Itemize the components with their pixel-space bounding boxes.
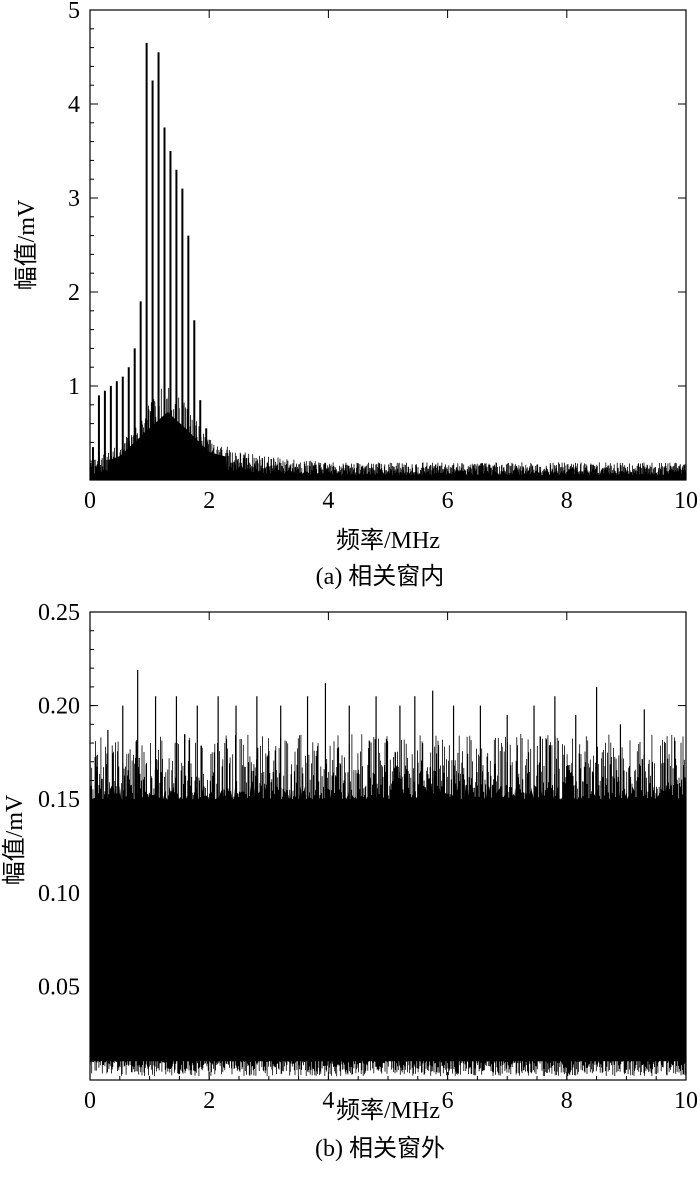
chart-a-y-tick-label: 1 bbox=[68, 374, 80, 400]
chart-b-caption: (b) 相关窗外 bbox=[315, 1135, 445, 1162]
chart-b-y-tick-label: 0.20 bbox=[38, 694, 80, 720]
chart-a-x-tick-label: 10 bbox=[674, 488, 698, 514]
chart-a-x-tick-label: 4 bbox=[322, 488, 334, 514]
chart-a-y-tick-label: 3 bbox=[68, 186, 80, 212]
chart-a-caption: (a) 相关窗内 bbox=[316, 563, 445, 590]
chart-b-y-tick-label: 0.25 bbox=[38, 600, 80, 626]
chart-b-x-axis-label: 频率/MHz bbox=[336, 1097, 440, 1124]
chart-b-y-tick-label: 0.10 bbox=[38, 881, 80, 907]
chart-b-y-tick-label: 0.05 bbox=[38, 974, 80, 1000]
chart-a-x-tick-label: 6 bbox=[442, 488, 454, 514]
chart-a-x-tick-label: 0 bbox=[84, 488, 96, 514]
chart-a-x-tick-label: 8 bbox=[561, 488, 573, 514]
chart-a-y-tick-label: 5 bbox=[68, 0, 80, 24]
chart-b-axes: 0 2 4 6 8 10 0.05 0.10 0.15 0.20 0.25 bbox=[38, 600, 698, 1114]
chart-b-x-tick-label: 6 bbox=[442, 1088, 454, 1114]
chart-b: 0 2 4 6 8 10 0.05 0.10 0.15 0.20 0.25 频率/MHz 幅值/mV… bbox=[1, 600, 698, 1162]
chart-a-plot-area bbox=[89, 42, 687, 480]
chart-b-x-tick-label: 10 bbox=[674, 1088, 698, 1114]
chart-a-x-tick-label: 2 bbox=[203, 488, 215, 514]
chart-a-noise-envelope bbox=[107, 412, 228, 480]
chart-a-x-axis-label: 频率/MHz bbox=[336, 527, 440, 554]
chart-a-y-tick-label: 2 bbox=[68, 280, 80, 306]
chart-b-x-tick-label: 8 bbox=[561, 1088, 573, 1114]
chart-a-y-tick-label: 4 bbox=[68, 92, 80, 118]
chart-a-y-axis-label: 幅值/mV bbox=[13, 199, 40, 290]
chart-b-y-axis-label: 幅值/mV bbox=[1, 794, 28, 885]
chart-b-y-tick-label: 0.15 bbox=[38, 787, 80, 813]
chart-b-x-tick-label: 4 bbox=[322, 1088, 334, 1114]
chart-b-plot-area bbox=[89, 670, 687, 1077]
chart-b-x-tick-label: 2 bbox=[203, 1088, 215, 1114]
chart-b-x-tick-label: 0 bbox=[84, 1088, 96, 1114]
